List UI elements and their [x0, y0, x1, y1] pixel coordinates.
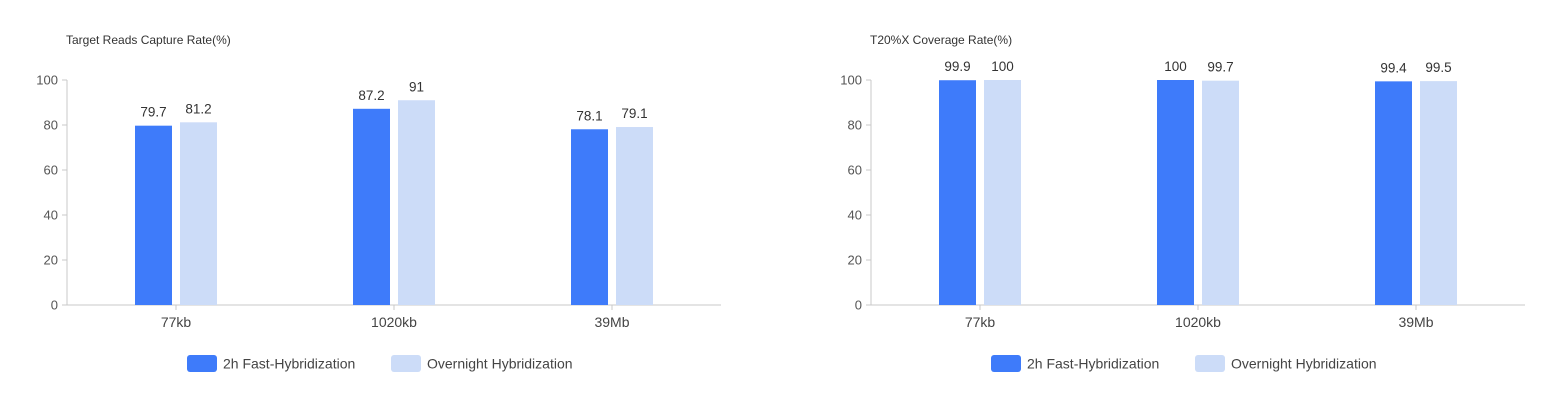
legend-label: Overnight Hybridization [427, 356, 573, 372]
data-label: 100 [1164, 59, 1187, 74]
bar-77kb-series-1 [135, 125, 172, 305]
data-label: 79.1 [621, 106, 647, 121]
y-tick-label: 20 [44, 253, 58, 268]
bar-39Mb-series-2 [1420, 81, 1457, 305]
data-label: 81.2 [185, 101, 211, 116]
chart-panel-1: Target Reads Capture Rate(%) 0 20 40 60 80 100… [36, 33, 721, 372]
legend-swatch-series-1 [187, 355, 217, 372]
x-tick-label: 77kb [965, 314, 996, 330]
x-tick-label: 77kb [161, 314, 192, 330]
legend-swatch-series-2 [1195, 355, 1225, 372]
bar-77kb-series-2 [180, 122, 217, 305]
data-label: 91 [409, 79, 424, 94]
bar-77kb-series-2 [984, 80, 1021, 305]
data-label: 79.7 [140, 105, 166, 120]
y-tick-label: 0 [51, 298, 58, 313]
data-label: 100 [991, 59, 1014, 74]
y-tick-label: 60 [44, 163, 58, 178]
bar-1020kb-series-2 [398, 100, 435, 305]
data-label: 87.2 [358, 88, 384, 103]
legend-label: Overnight Hybridization [1231, 356, 1377, 372]
y-tick-label: 40 [848, 208, 862, 223]
data-label: 78.1 [576, 108, 602, 123]
legend: 2h Fast-Hybridization Overnight Hybridiza… [187, 355, 573, 372]
y-tick-label: 80 [44, 118, 58, 133]
bar-77kb-series-1 [939, 80, 976, 305]
legend-label: 2h Fast-Hybridization [1027, 356, 1159, 372]
x-tick-label: 1020kb [371, 314, 417, 330]
bar-39Mb-series-1 [1375, 81, 1412, 305]
bar-1020kb-series-1 [353, 108, 390, 305]
y-tick-label: 20 [848, 253, 862, 268]
bar-1020kb-series-1 [1157, 80, 1194, 305]
y-tick-label: 100 [840, 73, 862, 88]
data-label: 99.4 [1380, 60, 1407, 75]
legend-swatch-series-2 [391, 355, 421, 372]
data-label: 99.7 [1207, 60, 1233, 75]
y-tick-label: 40 [44, 208, 58, 223]
x-tick-label: 39Mb [594, 314, 629, 330]
legend-label: 2h Fast-Hybridization [223, 356, 355, 372]
chart-panel-2: T20%X Coverage Rate(%) 0 20 40 60 80 100 99.9 10… [840, 33, 1525, 372]
x-tick-label: 1020kb [1175, 314, 1221, 330]
y-tick-label: 60 [848, 163, 862, 178]
x-tick-label: 39Mb [1398, 314, 1433, 330]
data-label: 99.9 [944, 59, 970, 74]
chart-title: T20%X Coverage Rate(%) [870, 33, 1012, 47]
chart-title: Target Reads Capture Rate(%) [66, 33, 231, 47]
y-tick-label: 80 [848, 118, 862, 133]
y-tick-label: 0 [855, 298, 862, 313]
bar-39Mb-series-1 [571, 129, 608, 305]
data-label: 99.5 [1425, 60, 1451, 75]
bar-1020kb-series-2 [1202, 80, 1239, 305]
y-tick-label: 100 [36, 73, 58, 88]
legend-swatch-series-1 [991, 355, 1021, 372]
bar-39Mb-series-2 [616, 127, 653, 306]
legend: 2h Fast-Hybridization Overnight Hybridiza… [991, 355, 1377, 372]
